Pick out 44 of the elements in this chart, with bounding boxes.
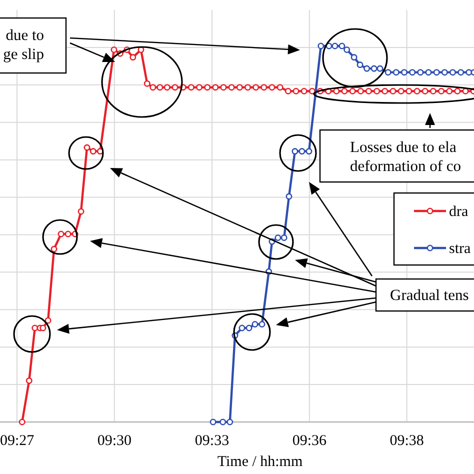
x-tick-label: 09:38 — [390, 433, 424, 449]
point — [392, 69, 400, 76]
annotation: due to ge slip — [3, 27, 44, 63]
point — [364, 65, 370, 72]
point — [409, 69, 416, 76]
point — [433, 69, 440, 76]
point — [210, 418, 216, 426]
point — [226, 418, 234, 426]
point — [280, 234, 288, 242]
point — [370, 65, 378, 72]
point — [441, 69, 448, 76]
point — [401, 69, 408, 76]
point — [356, 62, 364, 68]
point — [425, 69, 432, 76]
point — [252, 320, 258, 328]
point — [376, 65, 384, 72]
point — [350, 54, 358, 61]
point — [466, 69, 472, 76]
x-tick-label: 09:30 — [97, 433, 132, 449]
point — [458, 69, 464, 76]
point — [384, 69, 392, 76]
point — [220, 418, 226, 426]
point — [449, 69, 456, 76]
point — [238, 324, 246, 332]
point — [344, 46, 350, 54]
point — [318, 42, 324, 50]
annotation: Gradual tens — [390, 287, 469, 304]
point — [306, 148, 312, 155]
point — [258, 320, 266, 328]
point — [292, 148, 298, 155]
x-axis-title: Time / hh:mm — [217, 454, 303, 470]
x-tick-label: 09:27 — [0, 433, 35, 449]
annotation: Losses due to ela deformation of co — [350, 139, 462, 175]
x-tick-label: 09:33 — [194, 433, 230, 449]
point — [298, 148, 306, 155]
point — [246, 324, 252, 332]
x-tick-label: 09:36 — [292, 433, 327, 449]
point — [286, 193, 292, 200]
point — [338, 42, 346, 50]
point — [332, 42, 338, 50]
legend-label: dra — [449, 204, 468, 220]
legend-label: stra — [449, 241, 471, 257]
point — [417, 69, 424, 76]
point — [274, 234, 282, 242]
